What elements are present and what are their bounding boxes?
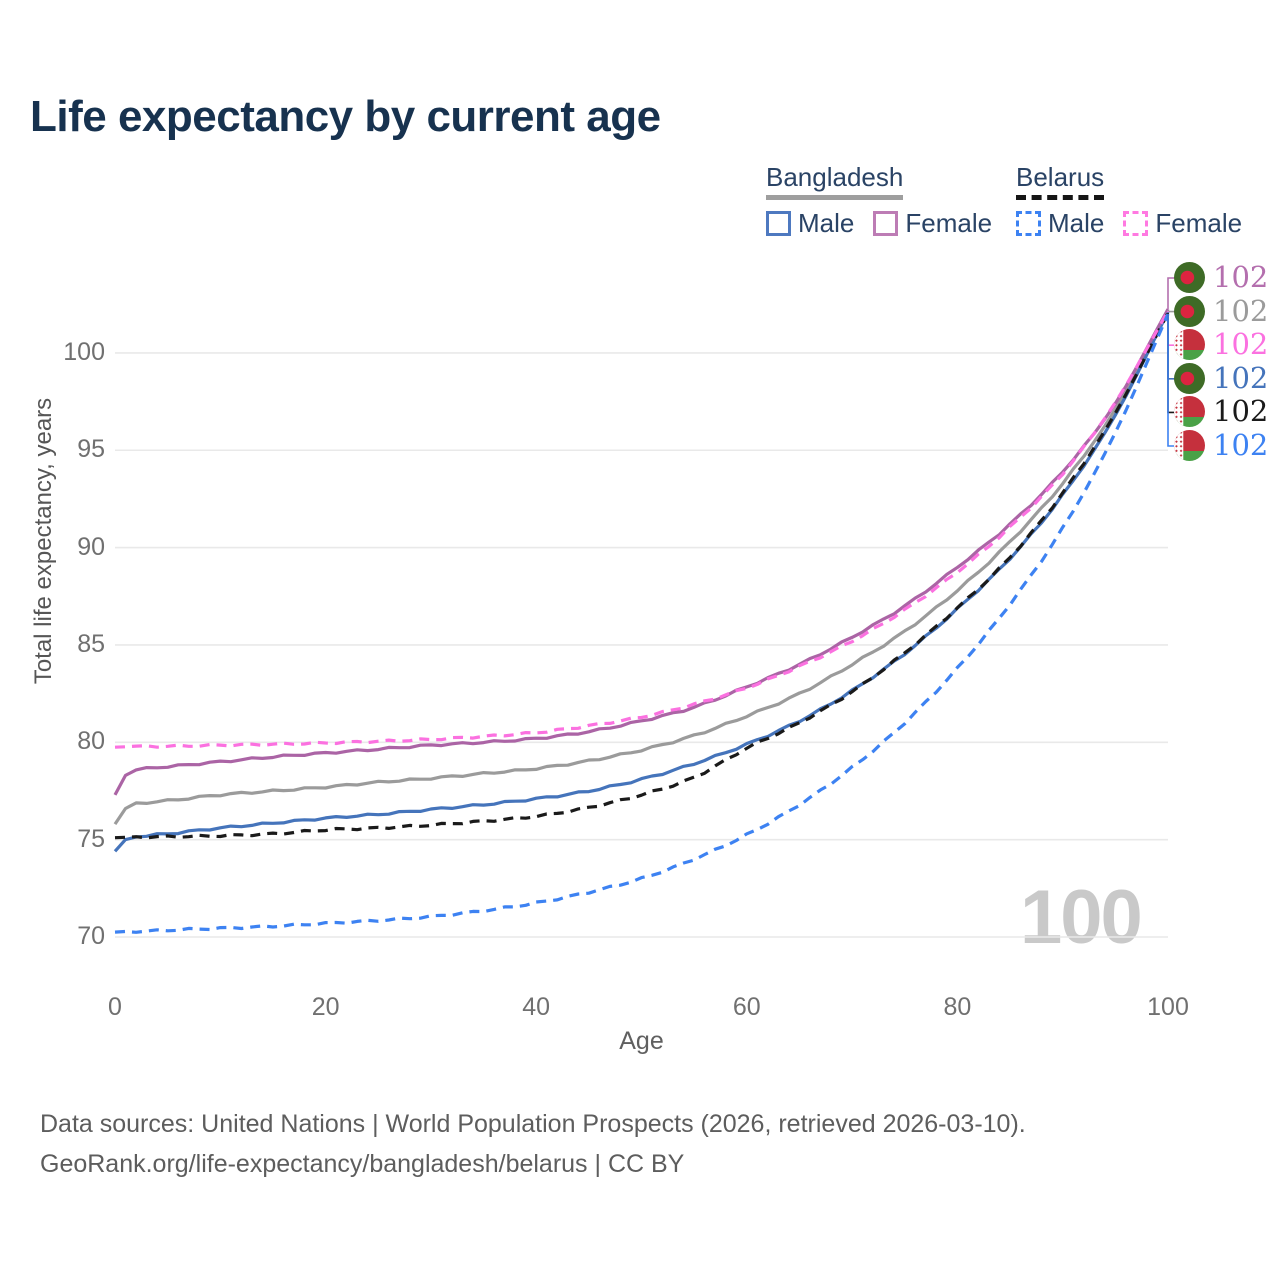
series-line-bangladesh-female[interactable] xyxy=(113,308,1170,796)
belarus-flag-icon xyxy=(1174,329,1205,361)
legend-label: Female xyxy=(1155,208,1243,238)
end-label-row-belarus-female[interactable]: 102 xyxy=(1174,327,1269,362)
belarus-flag-icon xyxy=(1174,396,1205,428)
legend-label: Male xyxy=(798,208,855,238)
y-tick-label: 90 xyxy=(77,532,105,561)
end-label-row-belarus-male[interactable]: 102 xyxy=(1174,430,1268,461)
belarus-male-swatch-icon xyxy=(1016,211,1041,236)
series-line-bangladesh-both[interactable] xyxy=(113,309,1170,825)
legend-group-belarus: Belarus Male Female xyxy=(1016,162,1261,239)
end-label-value: 102 xyxy=(1213,428,1269,462)
legend-header-belarus[interactable]: Belarus xyxy=(1016,162,1105,200)
bangladesh-female-swatch-icon xyxy=(873,211,899,236)
legend-item-belarus-male[interactable]: Male xyxy=(1016,208,1104,239)
x-axis-title: Age xyxy=(619,1027,664,1055)
x-tick-label: 0 xyxy=(108,993,122,1021)
end-label-row-bangladesh-both-sexes[interactable]: 102 xyxy=(1174,293,1269,328)
series-line-belarus-female[interactable] xyxy=(114,310,1170,749)
end-label-row-belarus-both-sexes[interactable]: 102 xyxy=(1174,394,1269,429)
end-label-value: 102 xyxy=(1213,260,1269,294)
y-tick-label: 85 xyxy=(77,629,105,658)
belarus-female-swatch-icon xyxy=(1123,211,1149,236)
y-tick-label: 100 xyxy=(63,337,105,366)
legend-items-bangladesh: Male Female xyxy=(766,208,1011,239)
y-tick-label: 80 xyxy=(77,727,105,756)
attribution-note: GeoRank.org/life-expectancy/bangladesh/b… xyxy=(40,1150,685,1178)
page-title: Life expectancy by current age xyxy=(30,92,661,141)
legend-item-bangladesh-male[interactable]: Male xyxy=(766,208,854,239)
data-sources-note: Data sources: United Nations | World Pop… xyxy=(40,1110,1026,1138)
legend-group-bangladesh: Bangladesh Male Female xyxy=(766,162,1011,239)
end-label-row-bangladesh-female[interactable]: 102 xyxy=(1174,262,1268,293)
x-tick-label: 80 xyxy=(943,993,972,1021)
y-tick-label: 75 xyxy=(77,824,105,853)
belarus-flag-icon xyxy=(1174,430,1205,461)
legend-item-bangladesh-female[interactable]: Female xyxy=(873,208,992,239)
legend-label: Male xyxy=(1048,208,1105,238)
bangladesh-male-swatch-icon xyxy=(766,211,791,236)
legend-header-bangladesh[interactable]: Bangladesh xyxy=(766,162,904,200)
end-label-row-bangladesh-male[interactable]: 102 xyxy=(1174,360,1269,395)
y-tick-label: 95 xyxy=(77,435,105,464)
y-tick-label: 70 xyxy=(77,922,105,950)
end-label-value: 102 xyxy=(1213,293,1269,328)
age-watermark: 100 xyxy=(1020,875,1143,960)
series-line-belarus-male[interactable] xyxy=(114,313,1170,934)
end-label-value: 102 xyxy=(1213,360,1269,395)
x-tick-label: 60 xyxy=(732,993,761,1021)
x-tick-label: 20 xyxy=(311,993,340,1021)
series-line-belarus-both[interactable] xyxy=(114,312,1170,840)
legend-label: Female xyxy=(905,208,993,238)
x-tick-label: 40 xyxy=(522,993,551,1021)
bangladesh-flag-icon xyxy=(1174,362,1205,394)
legend-items-belarus: Male Female xyxy=(1016,208,1261,239)
legend-item-belarus-female[interactable]: Female xyxy=(1123,208,1242,239)
x-tick-label: 100 xyxy=(1147,993,1189,1021)
end-label-connector xyxy=(1167,277,1175,310)
end-label-connector xyxy=(1167,314,1175,447)
bangladesh-flag-icon xyxy=(1174,262,1205,293)
series-line-bangladesh-male[interactable] xyxy=(113,311,1170,853)
bangladesh-flag-icon xyxy=(1174,295,1205,327)
end-label-value: 102 xyxy=(1213,394,1269,429)
end-label-value: 102 xyxy=(1213,327,1269,362)
